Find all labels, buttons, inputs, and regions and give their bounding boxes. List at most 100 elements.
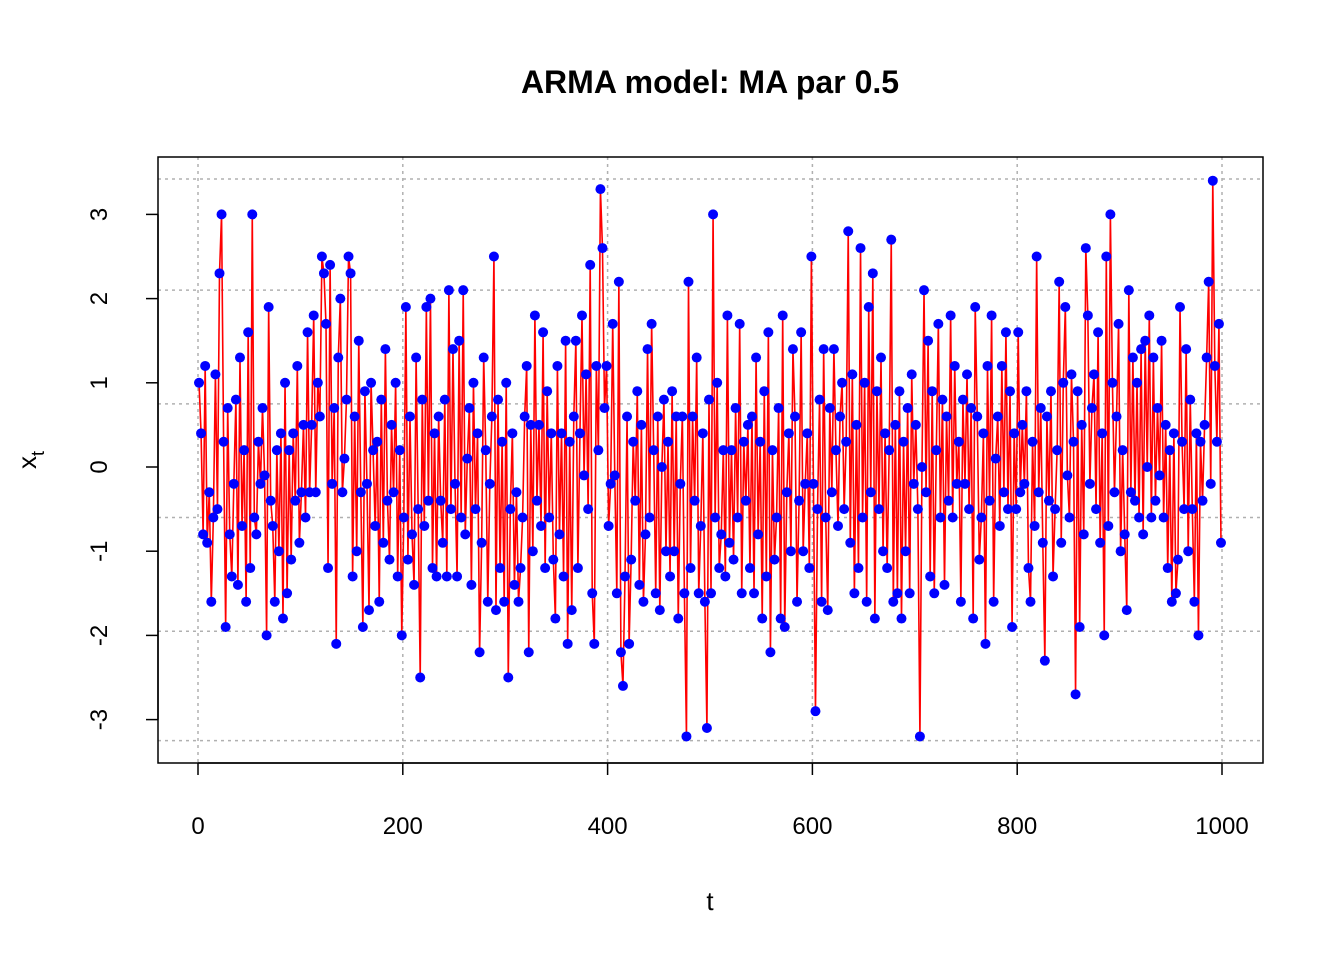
data-point [904, 588, 915, 599]
y-tick-label-4: 1 [86, 376, 113, 389]
data-point [806, 251, 817, 262]
data-point [826, 487, 837, 498]
data-point [456, 512, 467, 523]
x-tick-label-1: 200 [383, 813, 423, 840]
data-point [1183, 546, 1194, 557]
data-point [992, 411, 1003, 422]
data-point [490, 605, 501, 616]
data-point [355, 487, 366, 498]
data-point [910, 419, 921, 430]
data-point [699, 596, 710, 607]
data-point [554, 529, 565, 540]
data-point [253, 436, 264, 447]
data-point [480, 445, 491, 456]
data-point [1000, 327, 1011, 338]
data-point [931, 445, 942, 456]
data-point [1201, 352, 1212, 363]
data-point [464, 403, 475, 414]
data-point [1123, 285, 1134, 296]
data-point [1064, 512, 1075, 523]
data-point [370, 520, 381, 531]
data-point [230, 394, 241, 405]
data-point [1033, 487, 1044, 498]
data-point [202, 537, 213, 548]
data-point [650, 588, 661, 599]
data-point [562, 638, 573, 649]
data-point [851, 419, 862, 430]
data-point [308, 310, 319, 321]
data-point [486, 411, 497, 422]
data-point [232, 579, 243, 590]
data-point [400, 302, 411, 313]
data-point [1076, 419, 1087, 430]
data-point [482, 596, 493, 607]
data-point [372, 436, 383, 447]
data-point [1011, 504, 1022, 515]
data-point [1209, 360, 1220, 371]
data-point [863, 302, 874, 313]
data-point [882, 563, 893, 574]
data-point [996, 360, 1007, 371]
data-point [595, 184, 606, 195]
data-point [695, 520, 706, 531]
data-point [873, 504, 884, 515]
data-point [544, 512, 555, 523]
data-point [323, 563, 334, 574]
data-point [601, 360, 612, 371]
data-point [824, 403, 835, 414]
data-point [837, 377, 848, 388]
y-axis-label: xt [12, 451, 48, 469]
data-point [810, 706, 821, 717]
data-point [1103, 520, 1114, 531]
data-point [1187, 504, 1198, 515]
data-point [761, 571, 772, 582]
data-point [962, 369, 973, 380]
data-point [626, 554, 637, 565]
data-point [886, 234, 897, 245]
data-point [816, 596, 827, 607]
data-point [359, 386, 370, 397]
data-point [361, 478, 372, 489]
data-point [1093, 327, 1104, 338]
data-point [878, 546, 889, 557]
data-point [890, 419, 901, 430]
data-point [701, 723, 712, 734]
data-point [675, 478, 686, 489]
data-point [972, 411, 983, 422]
data-point [1109, 487, 1120, 498]
data-point [388, 487, 399, 498]
data-point [994, 520, 1005, 531]
data-point [1007, 621, 1018, 632]
data-point [1013, 327, 1024, 338]
data-point [431, 571, 442, 582]
data-point [349, 411, 360, 422]
y-axis-label-base: x [12, 456, 42, 469]
data-point [396, 630, 407, 641]
data-point [1041, 411, 1052, 422]
data-point [478, 352, 489, 363]
x-axis: 0 200 400 600 800 1000 [191, 762, 1249, 840]
data-point [779, 621, 790, 632]
data-point [525, 419, 536, 430]
data-point [923, 335, 934, 346]
data-point [581, 369, 592, 380]
data-point [331, 638, 342, 649]
data-point [327, 478, 338, 489]
data-point [1160, 419, 1171, 430]
data-point [785, 546, 796, 557]
data-point [953, 436, 964, 447]
data-point [681, 731, 692, 742]
data-point [366, 377, 377, 388]
data-point [294, 537, 305, 548]
data-point [839, 504, 850, 515]
data-point [577, 310, 587, 321]
data-point [751, 352, 762, 363]
data-point [284, 445, 295, 456]
data-point [687, 411, 698, 422]
data-point [742, 419, 753, 430]
data-point [540, 563, 551, 574]
data-point [558, 571, 569, 582]
data-point [902, 403, 913, 414]
data-point [523, 647, 534, 658]
data-point [570, 335, 581, 346]
